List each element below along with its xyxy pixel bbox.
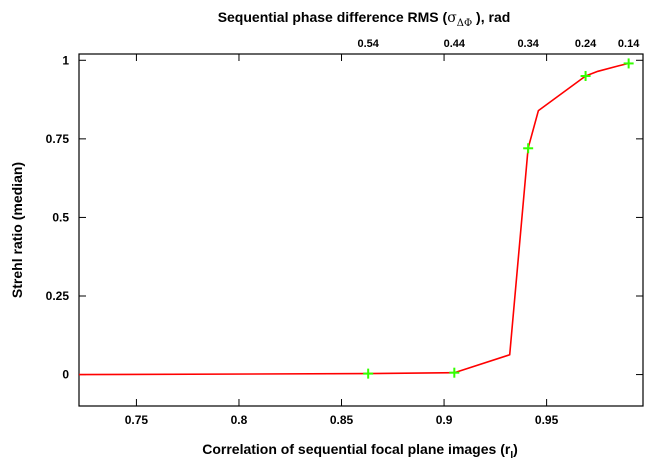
data-point-marker [580,71,591,81]
top-tick-label: 0.14 [618,38,640,50]
series-line [78,62,629,376]
data-point-marker [623,58,634,69]
y-tick-label: 0 [62,368,69,382]
marker-layer [363,58,634,379]
y-tick-label: 1 [62,53,69,67]
y-axis-title: Strehl ratio (median) [9,162,25,298]
top-tick-label: 0.54 [357,38,379,50]
top-tick-label: 0.34 [517,38,539,50]
y-tick-label: 0.5 [52,210,69,224]
x-axis-ticks: 0.75 0.8 0.85 0.9 0.95 [125,54,559,427]
y-axis-ticks: 0 0.25 0.5 0.75 1 [46,53,643,382]
data-point-marker [363,368,374,379]
top-tick-label: 0.44 [444,38,466,50]
x-tick-label: 0.75 [125,413,149,427]
plot-frame [78,53,644,407]
x-tick-label: 0.8 [231,413,248,427]
x-tick-label: 0.95 [535,413,559,427]
y-tick-label: 0.25 [46,289,70,303]
series-layer [78,62,629,376]
y-tick-label: 0.75 [46,132,70,146]
data-point-marker [523,143,534,154]
top-axis-title: Sequential phase difference RMS (σΔΦ ), … [218,9,511,29]
top-axis-ticks: 0.54 0.44 0.34 0.24 0.14 [357,38,640,50]
x-axis-title: Correlation of sequential focal plane im… [202,441,518,461]
x-tick-label: 0.9 [436,413,453,427]
x-tick-label: 0.85 [330,413,354,427]
top-tick-label: 0.24 [575,38,597,50]
data-point-marker [449,367,460,378]
